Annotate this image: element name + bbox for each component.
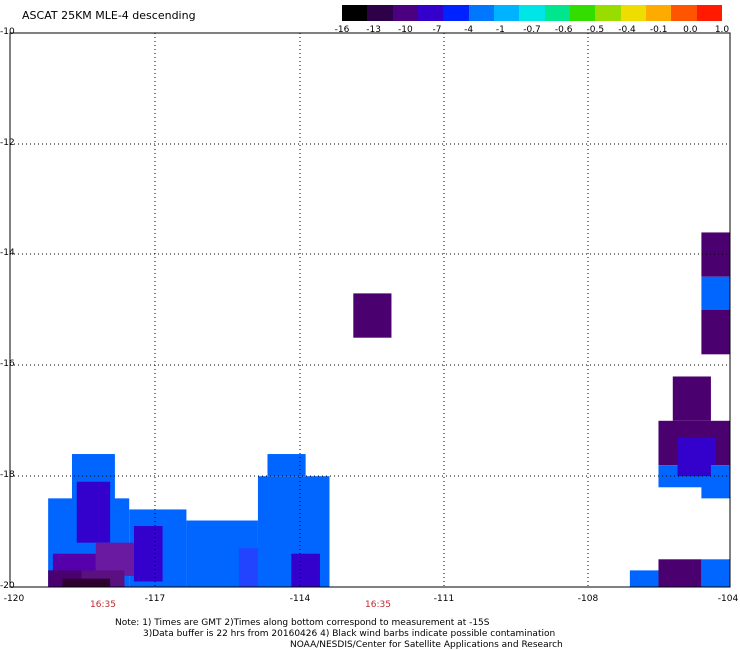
data-cell bbox=[701, 559, 730, 587]
colorbar-segment bbox=[544, 5, 570, 21]
grid-lines bbox=[10, 33, 730, 587]
data-cell bbox=[76, 481, 111, 543]
colorbar-segment bbox=[671, 5, 697, 21]
colorbar-segment bbox=[468, 5, 494, 21]
colorbar-segment bbox=[417, 5, 444, 21]
colorbar-tick-label: -13 bbox=[366, 25, 382, 35]
data-cell bbox=[353, 293, 392, 338]
y-axis-label: -12 bbox=[0, 138, 15, 148]
colorbar-tick-label: 1.0 bbox=[714, 25, 730, 35]
colorbar-tick-label: -1 bbox=[495, 25, 505, 35]
note-line-3: NOAA/NESDIS/Center for Satellite Applica… bbox=[290, 640, 563, 650]
colorbar-segment bbox=[620, 5, 646, 21]
data-cell bbox=[672, 376, 711, 421]
colorbar-segment bbox=[367, 5, 393, 21]
data-cells bbox=[48, 232, 730, 587]
colorbar-segment bbox=[443, 5, 469, 21]
data-cell bbox=[291, 553, 320, 587]
y-axis-label: -10 bbox=[0, 27, 15, 37]
colorbar-segment bbox=[569, 5, 596, 21]
colorbar-labels: -16 -13 -10 -7 -4 -1 -0.7 -0.6 -0.5 -0.4 -0.1 0.0 1.… bbox=[335, 25, 732, 37]
y-axis-label: -20 bbox=[0, 581, 15, 591]
y-axis-label: -14 bbox=[0, 248, 15, 258]
note-line-2: 3)Data buffer is 22 hrs from 20160426 4)… bbox=[143, 629, 556, 639]
time-label-2: 16:35 bbox=[365, 600, 391, 610]
x-axis-label: -117 bbox=[144, 594, 166, 604]
data-cell bbox=[701, 310, 730, 355]
x-axis-label: -120 bbox=[3, 594, 25, 604]
colorbar-segment bbox=[342, 5, 368, 21]
map-title: ASCAT 25KM MLE-4 descending bbox=[22, 9, 196, 22]
data-cell bbox=[267, 454, 306, 477]
x-axis-label: -114 bbox=[289, 594, 311, 604]
data-cell bbox=[701, 232, 730, 277]
data-cell bbox=[133, 526, 163, 582]
colorbar-tick-label: 0.0 bbox=[683, 25, 698, 35]
colorbar-segment bbox=[696, 5, 722, 21]
data-cell bbox=[701, 476, 730, 499]
x-axis-label: -108 bbox=[577, 594, 599, 604]
plot-frame bbox=[9, 32, 731, 588]
colorbar-tick-label: -7 bbox=[432, 25, 442, 35]
colorbar-tick-label: -0.5 bbox=[586, 25, 605, 35]
colorbar-segment bbox=[519, 5, 545, 21]
time-label-1: 16:35 bbox=[90, 600, 116, 610]
data-cell bbox=[658, 559, 702, 587]
note-line-1: Note: 1) Times are GMT 2)Times along bot… bbox=[115, 618, 490, 628]
colorbar-segment bbox=[595, 5, 621, 21]
colorbar-tick-label: -16 bbox=[334, 25, 350, 35]
colorbar-tick-label: -0.6 bbox=[554, 25, 573, 35]
colorbar-tick-label: -10 bbox=[397, 25, 413, 35]
y-axis-label: -16 bbox=[0, 359, 15, 369]
data-cell bbox=[677, 454, 711, 477]
colorbar-tick-label: -0.1 bbox=[649, 25, 668, 35]
colorbar-tick-label: -0.7 bbox=[523, 25, 541, 35]
colorbar-segment bbox=[645, 5, 672, 21]
colorbar-tick-label: -4 bbox=[464, 25, 474, 35]
x-axis-label: -111 bbox=[433, 594, 455, 604]
y-axis-label: -18 bbox=[0, 470, 15, 480]
data-cell bbox=[629, 570, 659, 587]
data-cell bbox=[62, 578, 111, 587]
colorbar-segment bbox=[392, 5, 418, 21]
colorbar-tick-label: -0.4 bbox=[618, 25, 636, 35]
colorbar bbox=[342, 5, 722, 21]
colorbar-segment bbox=[493, 5, 520, 21]
x-axis-label: -104 bbox=[717, 594, 739, 604]
